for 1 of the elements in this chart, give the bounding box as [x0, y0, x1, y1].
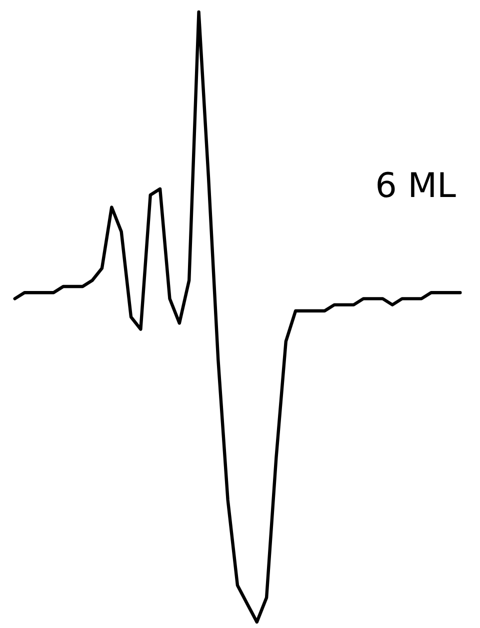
annotation: 6 ML	[375, 166, 456, 206]
